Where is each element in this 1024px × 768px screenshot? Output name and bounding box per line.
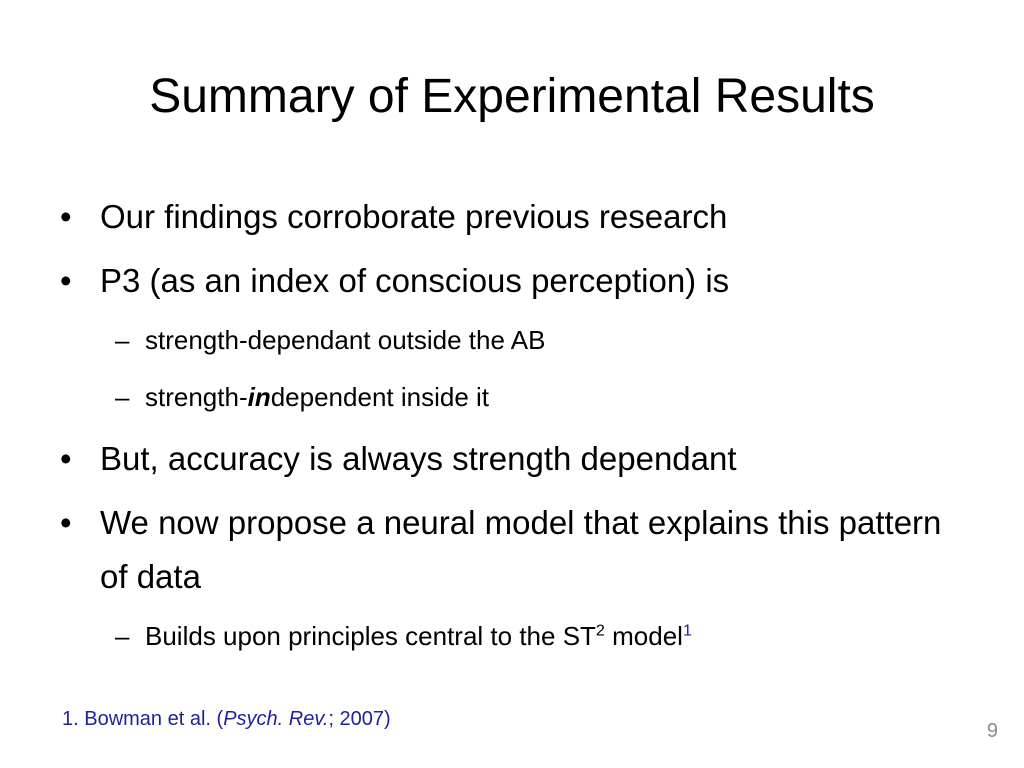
bullet-marker: – [115,325,130,355]
bullet-marker: • [60,262,72,299]
sub-bullet: – strength-independent inside it [0,375,985,419]
text-run: 1. Bowman et al. ( [62,708,224,730]
slide-title: Summary of Experimental Results [149,70,875,123]
text-run: Builds upon principles central to the ST [145,621,596,651]
text-run: strength-dependant outside the AB [145,325,546,355]
text-run: We now propose a neural model that expla… [100,504,942,595]
bullet-marker: – [115,382,130,412]
text-run: But, accuracy is always strength dependa… [100,440,737,477]
bullet-marker: • [60,440,72,477]
text-run: dependent inside it [270,382,490,412]
bullet-marker: • [60,198,72,235]
bullet: • Our findings corroborate previous resea… [0,190,960,244]
page-number: 9 [986,720,998,742]
sub-bullet: – Builds upon principles central to the S… [0,614,985,658]
footnote: 1. Bowman et al. (Psych. Rev.; 2007) [62,708,391,731]
bullet-marker: • [60,504,72,541]
text-run: model [604,621,683,651]
text-run: in [247,382,271,412]
text-run: 1 [682,621,692,640]
bullet: • P3 (as an index of conscious perception… [0,254,960,308]
text-run: Psych. Rev. [223,708,329,730]
text-run: 2 [595,621,605,640]
text-run: Our findings corroborate previous resear… [100,198,728,235]
bullet-list: • Our findings corroborate previous resea… [0,190,1000,671]
bullet: • But, accuracy is always strength depend… [0,432,960,486]
bullet-marker: – [115,621,130,651]
text-run: ; 2007) [328,708,391,730]
bullet: • We now propose a neural model that expl… [0,496,960,604]
sub-bullet: – strength-dependant outside the AB [0,318,985,362]
text-run: strength- [145,382,248,412]
text-run: P3 (as an index of conscious perception)… [100,262,730,299]
